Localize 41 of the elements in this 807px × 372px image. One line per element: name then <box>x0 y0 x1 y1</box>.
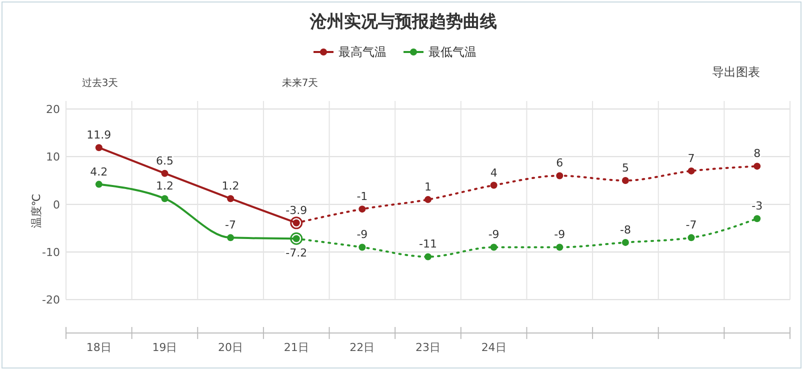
data-label: 4 <box>490 166 498 180</box>
data-label: 6 <box>556 156 564 170</box>
x-tick-label: 23日 <box>416 341 440 354</box>
data-label: 1.2 <box>222 180 240 193</box>
data-label: -9 <box>356 228 368 242</box>
text: 过去3天 <box>82 77 118 89</box>
data-label: -9 <box>488 228 500 242</box>
data-label: -7 <box>686 218 697 232</box>
data-label: 7 <box>688 152 695 165</box>
x-tick-label: 20日 <box>218 341 244 354</box>
y-tick-label: -10 <box>42 246 60 259</box>
y-tick-label: 20 <box>46 103 60 116</box>
chart-title: 沧州实况与预报趋势曲线 <box>309 12 497 32</box>
legend-label: 最低气温 <box>428 45 476 59</box>
data-label: 4.2 <box>90 165 108 178</box>
data-label: -3.9 <box>286 204 308 217</box>
y-tick-label: 10 <box>46 150 60 164</box>
data-label: -8 <box>620 223 631 236</box>
x-tick-label: 19日 <box>152 341 178 354</box>
y-tick-label: 0 <box>53 198 60 212</box>
text: 未来7天 <box>282 77 318 89</box>
x-tick-label: 24日 <box>481 341 506 354</box>
data-label: 1.2 <box>156 180 174 193</box>
data-label: 5 <box>622 161 629 174</box>
legend-label: 最高气温 <box>338 45 386 59</box>
x-tick-label: 22日 <box>350 341 375 354</box>
x-tick-label: 18日 <box>86 341 112 354</box>
data-label: -7 <box>225 218 236 232</box>
data-label: 8 <box>754 147 761 160</box>
y-tick-label: -20 <box>42 294 60 307</box>
x-tick-label: 21日 <box>284 341 309 354</box>
data-label: -1 <box>356 190 368 204</box>
text: 导出图表 <box>712 65 760 79</box>
data-label: -11 <box>419 238 437 251</box>
data-label: -3 <box>752 200 763 213</box>
data-label: 6.5 <box>156 154 174 168</box>
data-label: -7.2 <box>286 246 308 260</box>
data-label: 11.9 <box>86 128 112 142</box>
y-axis-title: 温度℃ <box>30 194 43 228</box>
data-label: 1 <box>424 180 432 194</box>
data-label: -9 <box>554 228 566 242</box>
